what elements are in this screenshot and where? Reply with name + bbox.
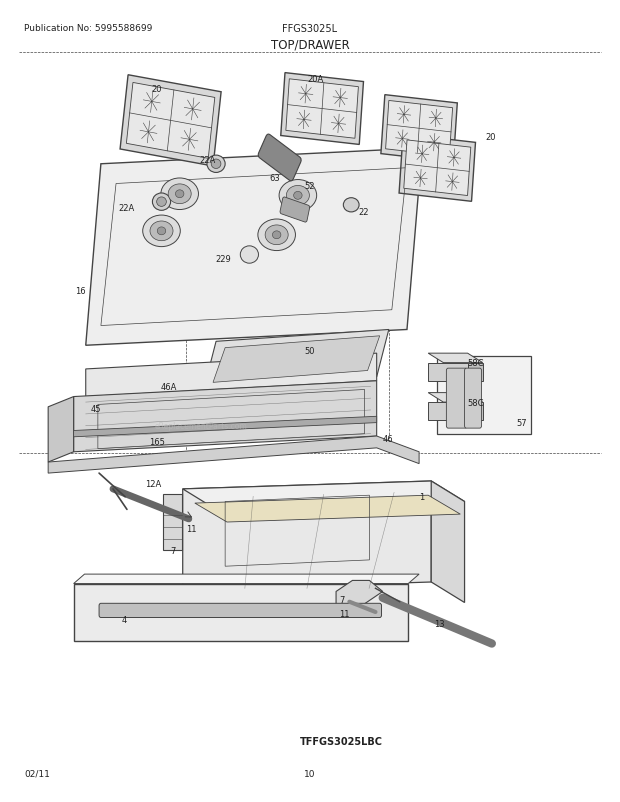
Ellipse shape [150, 221, 173, 241]
Text: 4: 4 [122, 616, 127, 625]
Text: 20: 20 [151, 84, 161, 93]
Text: 58C: 58C [467, 399, 484, 408]
Polygon shape [74, 574, 419, 584]
Ellipse shape [265, 225, 288, 245]
Text: 22A: 22A [200, 156, 216, 165]
Text: 20: 20 [486, 132, 496, 141]
Ellipse shape [153, 194, 171, 211]
Polygon shape [281, 74, 363, 145]
Text: 165: 165 [149, 437, 166, 447]
Bar [437, 356, 531, 435]
Polygon shape [86, 149, 422, 346]
Ellipse shape [279, 180, 317, 212]
Text: 22A: 22A [118, 204, 134, 213]
Text: 7: 7 [170, 546, 176, 555]
Ellipse shape [272, 232, 281, 240]
Ellipse shape [168, 184, 191, 205]
Polygon shape [126, 83, 215, 159]
Ellipse shape [143, 216, 180, 247]
Polygon shape [74, 584, 408, 642]
Text: 58C: 58C [467, 358, 484, 367]
Polygon shape [86, 354, 377, 397]
Ellipse shape [241, 246, 259, 264]
Text: 7: 7 [339, 595, 345, 604]
Text: 22: 22 [358, 208, 369, 217]
Ellipse shape [157, 228, 166, 236]
Polygon shape [386, 101, 453, 157]
Text: eReplacementParts.com: eReplacementParts.com [154, 422, 247, 431]
Polygon shape [428, 354, 483, 363]
Ellipse shape [258, 220, 296, 251]
Text: 63: 63 [269, 174, 280, 183]
Polygon shape [467, 403, 483, 421]
Polygon shape [48, 397, 74, 463]
Text: 16: 16 [75, 286, 86, 295]
Text: 10: 10 [304, 769, 316, 778]
Text: 11: 11 [339, 610, 350, 618]
FancyBboxPatch shape [280, 197, 309, 223]
FancyBboxPatch shape [446, 369, 467, 428]
Text: Publication No: 5995588699: Publication No: 5995588699 [24, 24, 153, 33]
Polygon shape [286, 79, 358, 139]
FancyBboxPatch shape [258, 135, 301, 181]
Text: 46A: 46A [161, 383, 177, 391]
Polygon shape [213, 336, 379, 383]
FancyBboxPatch shape [464, 369, 482, 428]
FancyBboxPatch shape [99, 604, 381, 618]
Polygon shape [183, 481, 432, 590]
Ellipse shape [211, 160, 221, 169]
Polygon shape [74, 381, 377, 452]
Polygon shape [404, 140, 471, 196]
Polygon shape [204, 330, 389, 389]
Text: FFGS3025L: FFGS3025L [283, 24, 337, 34]
Polygon shape [381, 95, 458, 163]
Ellipse shape [286, 186, 309, 206]
Polygon shape [428, 403, 467, 421]
Polygon shape [183, 481, 464, 510]
Text: TOP/DRAWER: TOP/DRAWER [270, 38, 350, 51]
Polygon shape [399, 135, 476, 202]
Text: 57: 57 [516, 419, 527, 427]
Ellipse shape [175, 191, 184, 198]
Polygon shape [336, 581, 383, 612]
Polygon shape [428, 393, 483, 403]
Ellipse shape [161, 179, 198, 210]
Text: 02/11: 02/11 [24, 769, 50, 778]
Text: 50: 50 [304, 346, 314, 356]
Ellipse shape [294, 192, 302, 200]
Text: 13: 13 [434, 619, 445, 628]
Polygon shape [432, 481, 464, 603]
Polygon shape [48, 436, 419, 473]
Ellipse shape [207, 156, 225, 173]
Ellipse shape [157, 197, 166, 207]
Text: 229: 229 [216, 255, 231, 264]
Polygon shape [74, 417, 377, 437]
Polygon shape [120, 75, 221, 167]
Text: TFFGS3025LBC: TFFGS3025LBC [299, 736, 383, 746]
Text: 45: 45 [91, 404, 101, 413]
Ellipse shape [343, 198, 359, 213]
Text: 52: 52 [304, 182, 314, 191]
Text: 1: 1 [419, 492, 424, 501]
Polygon shape [428, 363, 467, 381]
Text: 20A: 20A [307, 75, 323, 84]
Text: 46: 46 [383, 435, 393, 444]
Polygon shape [467, 363, 483, 381]
Text: 12A: 12A [145, 480, 161, 488]
Polygon shape [195, 496, 460, 522]
Text: 11: 11 [186, 525, 197, 533]
Polygon shape [163, 494, 182, 551]
